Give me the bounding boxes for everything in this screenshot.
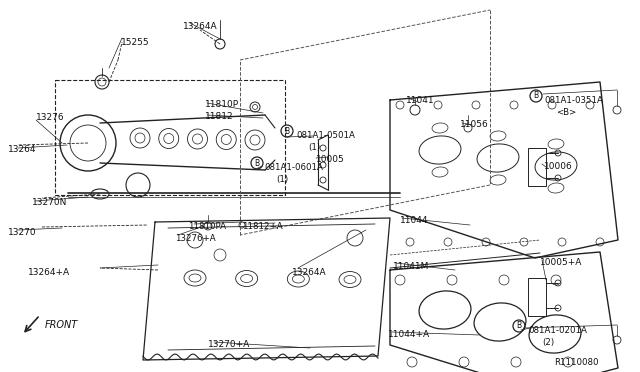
Text: 11041: 11041 bbox=[406, 96, 435, 105]
Bar bbox=[55, 80, 285, 195]
Text: B: B bbox=[533, 92, 539, 100]
Text: B: B bbox=[255, 158, 260, 167]
Text: (1): (1) bbox=[276, 175, 288, 184]
Text: 11812: 11812 bbox=[205, 112, 234, 121]
Text: <B>: <B> bbox=[556, 108, 576, 117]
Text: 15255: 15255 bbox=[121, 38, 150, 47]
Text: 081A1-0501A: 081A1-0501A bbox=[296, 131, 355, 140]
Text: 11812+A: 11812+A bbox=[242, 222, 283, 231]
Text: (2): (2) bbox=[542, 338, 554, 347]
Text: 11810P: 11810P bbox=[205, 100, 239, 109]
Text: 11044: 11044 bbox=[400, 216, 429, 225]
Text: B: B bbox=[284, 126, 289, 135]
Text: 10005+A: 10005+A bbox=[540, 258, 582, 267]
Text: 13264A: 13264A bbox=[292, 268, 326, 277]
Text: 13270: 13270 bbox=[8, 228, 36, 237]
Text: R1110080: R1110080 bbox=[554, 358, 598, 367]
Text: 13264+A: 13264+A bbox=[28, 268, 70, 277]
Text: FRONT: FRONT bbox=[45, 320, 78, 330]
Text: 081A1-0601A: 081A1-0601A bbox=[264, 163, 323, 172]
Text: B: B bbox=[516, 321, 522, 330]
Text: 10006: 10006 bbox=[544, 162, 573, 171]
Bar bbox=[528, 278, 546, 316]
Text: 11044+A: 11044+A bbox=[388, 330, 430, 339]
Text: 13270N: 13270N bbox=[32, 198, 67, 207]
Text: 11041M: 11041M bbox=[393, 262, 429, 271]
Text: 13276: 13276 bbox=[36, 113, 65, 122]
Text: 081A1-0351A: 081A1-0351A bbox=[544, 96, 603, 105]
Text: 13270+A: 13270+A bbox=[208, 340, 250, 349]
Text: 11056: 11056 bbox=[460, 120, 489, 129]
Text: 13264: 13264 bbox=[8, 145, 36, 154]
Text: 081A1-0201A: 081A1-0201A bbox=[528, 326, 587, 335]
Text: 13276+A: 13276+A bbox=[175, 234, 216, 243]
Text: 11810PA: 11810PA bbox=[188, 222, 226, 231]
Text: 13264A: 13264A bbox=[183, 22, 218, 31]
Text: (1): (1) bbox=[308, 143, 320, 152]
Bar bbox=[528, 148, 546, 186]
Text: 10005: 10005 bbox=[316, 155, 345, 164]
